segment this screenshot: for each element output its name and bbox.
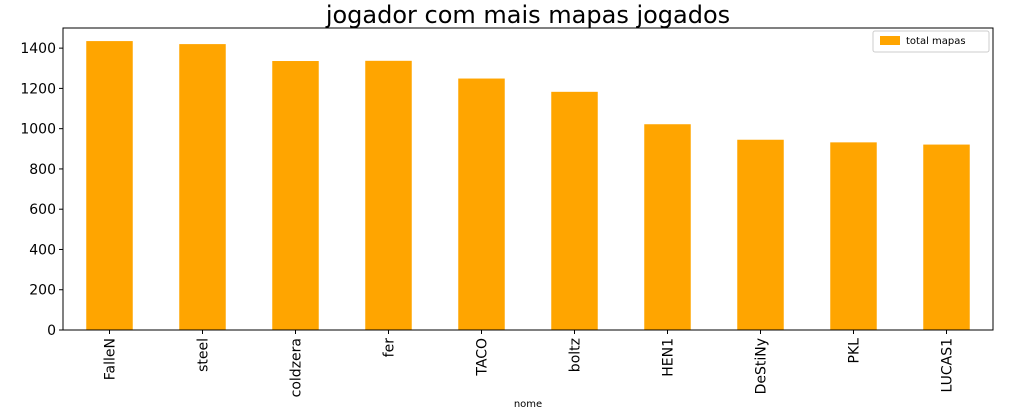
y-tick-label: 800 bbox=[29, 162, 56, 178]
x-tick-label: steel bbox=[196, 338, 212, 372]
y-tick-label: 200 bbox=[29, 283, 56, 299]
bar-DeStiNy bbox=[737, 139, 784, 330]
y-tick-label: 1400 bbox=[20, 41, 56, 57]
x-axis-label: nome bbox=[514, 399, 542, 410]
x-tick-label: PKL bbox=[847, 338, 863, 364]
bar-fer bbox=[365, 60, 412, 331]
legend-swatch bbox=[880, 36, 900, 45]
x-tick-label: DeStiNy bbox=[754, 338, 770, 394]
bar-steel bbox=[179, 44, 226, 331]
bar-LUCAS1 bbox=[923, 144, 970, 330]
y-tick-label: 600 bbox=[29, 202, 56, 218]
x-axis: FalleN steel coldzera fer TACO boltz HEN1 DeSti… bbox=[103, 330, 956, 397]
y-tick-label: 1000 bbox=[20, 122, 56, 138]
legend: total mapas bbox=[872, 30, 990, 53]
x-tick-label: FalleN bbox=[103, 338, 119, 380]
y-tick-label: 400 bbox=[29, 242, 56, 258]
x-tick-label: TACO bbox=[475, 338, 491, 377]
x-tick-label: HEN1 bbox=[661, 338, 677, 377]
x-tick-label: fer bbox=[382, 338, 398, 358]
y-tick-label: 1200 bbox=[20, 81, 56, 97]
chart-title: jogador com mais mapas jogados bbox=[325, 1, 730, 29]
bar-FalleN bbox=[86, 41, 133, 330]
legend-box bbox=[872, 30, 990, 53]
x-tick-label: LUCAS1 bbox=[940, 338, 956, 393]
bar-PKL bbox=[830, 142, 877, 330]
bars-group bbox=[86, 41, 970, 331]
y-axis: 0 200 400 600 800 1000 1200 1400 bbox=[20, 41, 63, 339]
bar-HEN1 bbox=[644, 124, 691, 330]
plot-frame bbox=[62, 27, 994, 331]
x-tick-label: coldzera bbox=[289, 338, 305, 397]
bar-coldzera bbox=[272, 61, 319, 330]
legend-label: total mapas bbox=[906, 36, 966, 47]
y-tick-label: 0 bbox=[47, 323, 56, 339]
x-tick-label: boltz bbox=[568, 338, 584, 372]
bar-boltz bbox=[551, 91, 598, 331]
bar-TACO bbox=[458, 78, 505, 330]
